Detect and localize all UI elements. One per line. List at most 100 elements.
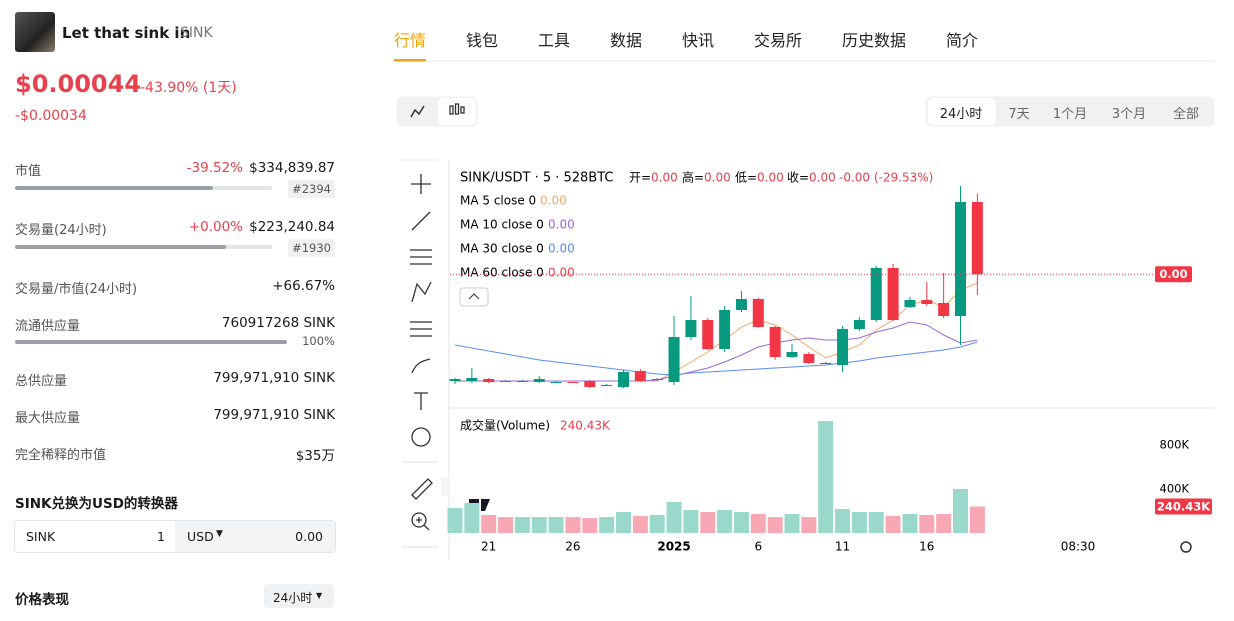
- volume-bar: [767, 517, 783, 533]
- volume-tick-label: 800K: [1160, 438, 1190, 452]
- stat-rank: #2394: [288, 180, 335, 198]
- pattern-tool[interactable]: [411, 281, 432, 303]
- tab[interactable]: 历史数据: [841, 31, 907, 50]
- performance-title: 价格表现: [15, 592, 69, 608]
- ma-legend-name: MA 10 close 0: [460, 218, 544, 232]
- candle-body: [449, 379, 461, 381]
- converter-amount[interactable]: 1: [157, 529, 165, 544]
- zoom-tool[interactable]: [411, 512, 427, 528]
- price: $0.00044: [15, 70, 142, 98]
- tab[interactable]: 简介: [945, 31, 979, 50]
- volume-tick-label: 400K: [1160, 482, 1190, 496]
- volume-bar: [818, 421, 834, 533]
- volume-bar: [868, 511, 884, 533]
- ohlc-value: 0.00: [704, 171, 731, 185]
- fib-tool[interactable]: [410, 249, 432, 265]
- ma-legend-name: MA 5 close 0: [460, 194, 536, 208]
- candle-body: [870, 268, 882, 320]
- price-change: -43.90% (1天): [140, 80, 237, 96]
- volume-bar: [481, 514, 497, 533]
- range-button[interactable]: 全部: [1172, 107, 1200, 122]
- text-tool[interactable]: [414, 392, 428, 410]
- volume-bar: [582, 518, 598, 533]
- stat-label: 总供应量: [15, 374, 68, 389]
- converter-box: SINK 1 USD ▼ 0.00: [14, 520, 336, 553]
- x-tick-label: 6: [754, 540, 762, 554]
- volume-bar: [498, 517, 514, 533]
- tab[interactable]: 钱包: [465, 31, 499, 50]
- price-change-abs: -$0.00034: [15, 108, 87, 124]
- x-tick-label: 26: [565, 540, 580, 554]
- performance-range[interactable]: 24小时 ▼: [264, 584, 334, 608]
- projection-tool[interactable]: [410, 321, 432, 337]
- stat-bar: [15, 186, 272, 190]
- dropdown-arrow: ▼: [316, 591, 323, 600]
- crosshair-tool[interactable]: [411, 174, 431, 194]
- range-button[interactable]: 1个月: [1052, 107, 1088, 122]
- x-tick-label: 2025: [657, 540, 690, 554]
- range-button[interactable]: 7天: [1008, 107, 1030, 122]
- tab[interactable]: 数据: [609, 31, 643, 50]
- ohlc-label: 低=: [735, 171, 757, 185]
- line-icon[interactable]: [410, 105, 425, 118]
- legend-collapse[interactable]: [459, 287, 489, 307]
- candle-body: [837, 329, 849, 365]
- tab[interactable]: 快讯: [681, 31, 715, 50]
- ohlc-value: 0.00: [809, 171, 836, 185]
- tab[interactable]: 行情: [393, 31, 427, 50]
- candle-button[interactable]: [438, 98, 476, 125]
- ohlc-label: 开=: [629, 171, 651, 185]
- settings-icon[interactable]: [1180, 541, 1192, 553]
- stat-value: 760917268 SINK: [221, 315, 335, 331]
- coin-name: Let that sink in: [62, 24, 191, 42]
- volume-bar: [750, 513, 766, 533]
- tab[interactable]: 工具: [537, 31, 571, 50]
- range-button[interactable]: 24小时: [939, 107, 983, 122]
- stat-label: 流通供应量: [15, 319, 81, 334]
- volume-bar: [531, 517, 547, 533]
- avatar: [15, 12, 55, 52]
- candle-body: [904, 300, 916, 307]
- ohlc-change: -0.00 (-29.53%): [839, 171, 933, 185]
- candle-body: [752, 299, 764, 327]
- volume-bar: [733, 511, 749, 533]
- volume-bar: [616, 511, 631, 533]
- volume-bar: [801, 517, 817, 533]
- candle-body: [634, 371, 646, 381]
- volume-bar: [447, 508, 463, 533]
- candle-body: [887, 268, 899, 320]
- stat-value: $223,240.84: [249, 219, 335, 235]
- volume-bar: [936, 513, 952, 533]
- ma-legend-value: 0.00: [548, 266, 575, 280]
- candle-body: [769, 327, 781, 357]
- trend-tool[interactable]: [411, 211, 431, 231]
- range-button[interactable]: 3个月: [1111, 107, 1147, 122]
- volume-value: 240.43K: [560, 419, 611, 433]
- volume-bar: [683, 510, 699, 533]
- stat-value: +66.67%: [272, 278, 335, 294]
- candle-icon[interactable]: [449, 103, 465, 115]
- ma-legend-value: 0.00: [548, 218, 575, 232]
- volume-bar: [666, 501, 682, 533]
- candle-body: [921, 300, 933, 304]
- volume-bar: [632, 515, 648, 533]
- volume-bar: [902, 513, 918, 533]
- brush-tool[interactable]: [411, 358, 431, 374]
- candle-body: [651, 379, 663, 380]
- stat-label: 完全稀释的市值: [15, 448, 107, 463]
- toolbar-toggle[interactable]: [441, 478, 450, 496]
- stat-rank: #1930: [288, 239, 335, 257]
- candle-body: [685, 320, 697, 337]
- converter-to[interactable]: USD: [187, 529, 214, 544]
- volume-bar: [649, 514, 665, 533]
- stat-bar: [15, 245, 272, 249]
- zoom-plus: [416, 517, 430, 531]
- emoji-tool[interactable]: [411, 427, 431, 447]
- ruler-tool[interactable]: [411, 478, 433, 500]
- stat-value: $334,839.87: [249, 160, 335, 176]
- converter-result: 0.00: [295, 529, 323, 544]
- x-tick-label: 11: [835, 540, 850, 554]
- stat-label: 市值: [15, 164, 42, 179]
- tab[interactable]: 交易所: [753, 31, 803, 50]
- ma-line: [455, 282, 978, 382]
